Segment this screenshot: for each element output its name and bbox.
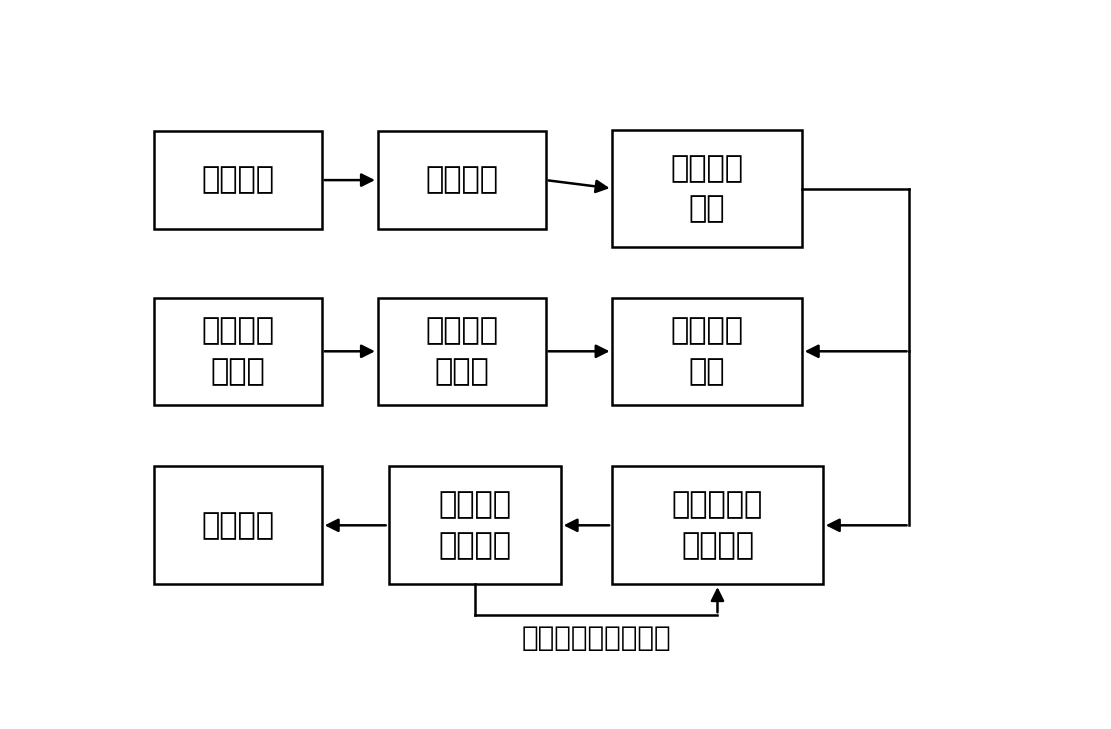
- Bar: [154, 298, 322, 405]
- Text: 层层叠加至最后一层: 层层叠加至最后一层: [521, 623, 671, 652]
- Bar: [154, 467, 322, 584]
- Text: 三维模型: 三维模型: [201, 165, 274, 195]
- Bar: [154, 131, 322, 229]
- Text: 配制电沉
积溶液: 配制电沉 积溶液: [201, 316, 274, 386]
- Bar: [389, 467, 561, 584]
- Text: 激光增强喷
射电沉积: 激光增强喷 射电沉积: [672, 491, 763, 560]
- Text: 调整工艺
参数: 调整工艺 参数: [671, 316, 743, 386]
- Bar: [378, 131, 546, 229]
- Bar: [378, 298, 546, 405]
- Bar: [612, 467, 823, 584]
- Text: 预处理沉
积基板: 预处理沉 积基板: [426, 316, 498, 386]
- Text: 生成扫描
路径: 生成扫描 路径: [671, 154, 743, 223]
- Text: 金属零件: 金属零件: [201, 511, 274, 539]
- Text: 上升一个
分层高度: 上升一个 分层高度: [438, 491, 511, 560]
- Bar: [612, 298, 802, 405]
- Bar: [612, 130, 802, 247]
- Text: 切片处理: 切片处理: [426, 165, 498, 195]
